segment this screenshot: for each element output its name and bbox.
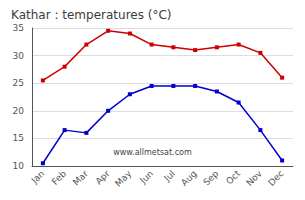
svg-text:35: 35 [13,23,24,33]
svg-text:Oct: Oct [224,168,242,186]
svg-text:Feb: Feb [50,168,69,187]
svg-text:Jul: Jul [161,168,176,183]
svg-text:Aug: Aug [179,168,198,187]
svg-text:25: 25 [13,78,24,88]
svg-text:May: May [113,168,134,189]
svg-text:Mar: Mar [71,168,90,187]
svg-text:Kathar : temperatures (°C): Kathar : temperatures (°C) [11,8,172,22]
svg-text:www.allmetsat.com: www.allmetsat.com [113,148,192,157]
svg-text:Dec: Dec [266,168,285,187]
svg-text:30: 30 [13,51,25,61]
svg-text:Sep: Sep [201,168,220,187]
svg-text:Jan: Jan [29,168,47,186]
svg-text:Nov: Nov [244,168,264,188]
svg-text:20: 20 [13,106,25,116]
svg-text:10: 10 [13,161,25,171]
svg-text:15: 15 [13,133,24,143]
svg-text:Apr: Apr [94,168,112,186]
svg-text:Jun: Jun [137,168,155,186]
